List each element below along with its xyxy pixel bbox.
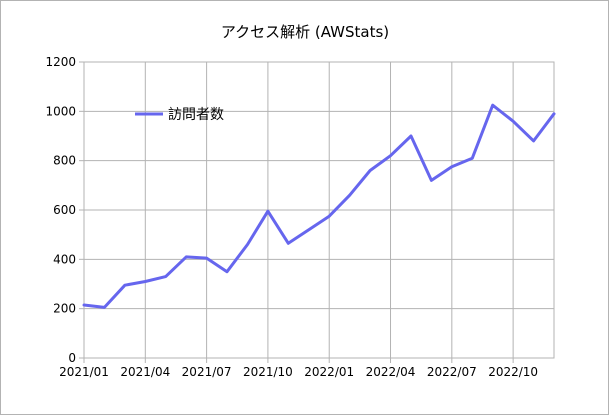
- y-tick-label: 400: [53, 252, 76, 266]
- y-tick-label: 600: [53, 203, 76, 217]
- x-tick-label: 2021/01: [59, 365, 109, 379]
- series-line: [82, 103, 556, 309]
- legend-label: 訪問者数: [168, 107, 224, 123]
- y-tick-label: 1000: [45, 104, 76, 118]
- x-tick-label: 2022/04: [366, 365, 416, 379]
- x-tick-label: 2022/07: [427, 365, 477, 379]
- legend: 訪問者数: [135, 107, 224, 123]
- x-tick-label: 2021/04: [120, 365, 170, 379]
- axes: [79, 61, 555, 363]
- y-tick-label: 200: [53, 302, 76, 316]
- grid: [83, 61, 554, 359]
- x-tick-label: 2021/10: [243, 365, 293, 379]
- tick-labels: 0 200 400 600 800 1000 1200 2021/01 2021/04 2021/…: [45, 55, 538, 379]
- plot-area-border: [83, 61, 555, 359]
- y-tick-label: 800: [53, 154, 76, 168]
- x-tick-label: 2022/10: [488, 365, 538, 379]
- series-layer: [82, 103, 556, 309]
- x-tick-label: 2022/01: [304, 365, 354, 379]
- y-tick-label: 0: [68, 351, 76, 365]
- x-tick-label: 2021/07: [182, 365, 232, 379]
- y-tick-label: 1200: [45, 55, 76, 69]
- chart-title: アクセス解析 (AWStats): [221, 23, 389, 41]
